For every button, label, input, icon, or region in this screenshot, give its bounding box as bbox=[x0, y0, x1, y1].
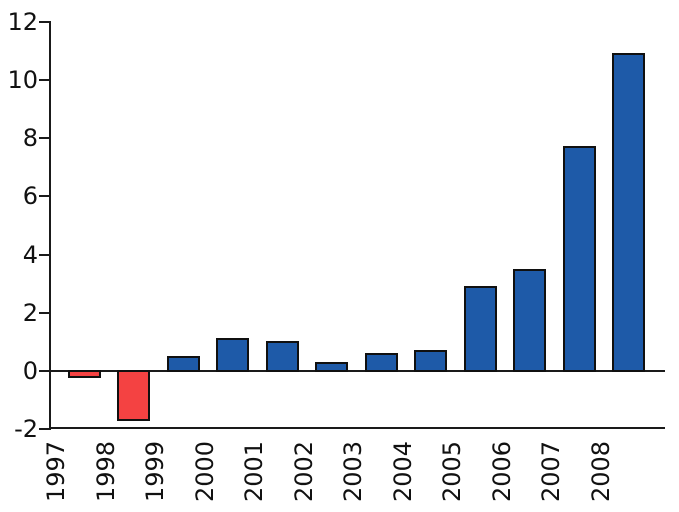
y-tick-label: 4 bbox=[22, 241, 38, 269]
y-axis-tick bbox=[39, 21, 51, 23]
x-tick-label: 2006 bbox=[488, 440, 516, 502]
y-tick-label: 0 bbox=[22, 357, 38, 385]
x-tick-label: 2003 bbox=[339, 440, 367, 502]
y-axis-tick bbox=[39, 254, 51, 256]
zero-line bbox=[49, 370, 665, 372]
y-axis-tick bbox=[39, 312, 51, 314]
x-tick-label: 2002 bbox=[290, 440, 318, 502]
x-tick-label: 2008 bbox=[587, 440, 615, 502]
x-tick-label: 2005 bbox=[438, 440, 466, 502]
y-axis-line bbox=[49, 21, 51, 429]
y-tick-label: 2 bbox=[22, 299, 38, 327]
bar-2005 bbox=[464, 286, 497, 372]
y-tick-label: 8 bbox=[22, 124, 38, 152]
bar-2003 bbox=[365, 353, 398, 372]
bar-1997 bbox=[68, 370, 101, 378]
bar-2001 bbox=[266, 341, 299, 372]
bar-2000 bbox=[216, 338, 249, 372]
bar-2002 bbox=[315, 362, 348, 372]
bar-2007 bbox=[563, 146, 596, 372]
bar-1998 bbox=[117, 370, 150, 421]
bar-2006 bbox=[513, 269, 546, 372]
y-axis-tick bbox=[39, 370, 51, 372]
y-tick-label: 12 bbox=[7, 8, 38, 36]
x-tick-label: 1997 bbox=[42, 440, 70, 502]
y-axis-tick bbox=[39, 428, 51, 430]
bar-1999 bbox=[167, 356, 200, 372]
x-tick-label: 2001 bbox=[240, 440, 268, 502]
y-tick-label: -2 bbox=[14, 415, 38, 443]
bar-2008 bbox=[612, 53, 645, 372]
x-tick-label: 1998 bbox=[92, 440, 120, 502]
y-axis-tick bbox=[39, 79, 51, 81]
y-tick-label: 10 bbox=[7, 66, 38, 94]
x-tick-label: 2004 bbox=[389, 440, 417, 502]
x-tick-label: 1999 bbox=[141, 440, 169, 502]
x-tick-label: 2007 bbox=[537, 440, 565, 502]
y-axis-tick bbox=[39, 195, 51, 197]
y-tick-label: 6 bbox=[22, 182, 38, 210]
x-axis-line bbox=[49, 427, 665, 429]
bar-2004 bbox=[414, 350, 447, 372]
x-tick-label: 2000 bbox=[191, 440, 219, 502]
y-axis-tick bbox=[39, 137, 51, 139]
